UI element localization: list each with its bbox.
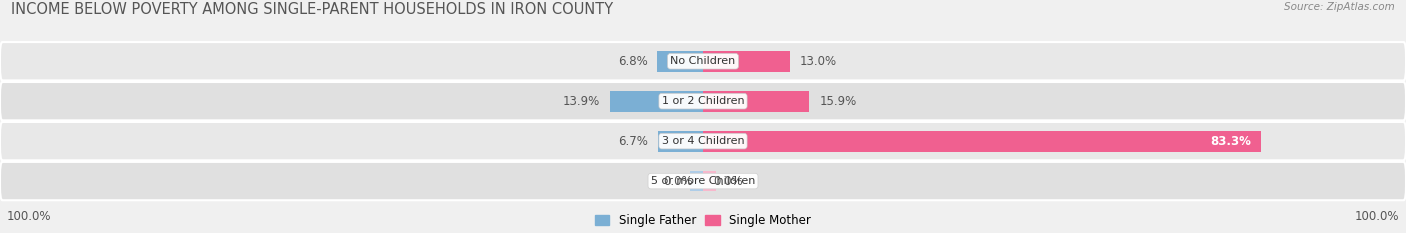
FancyBboxPatch shape <box>0 42 1406 80</box>
Text: 15.9%: 15.9% <box>820 95 856 108</box>
Text: 3 or 4 Children: 3 or 4 Children <box>662 136 744 146</box>
Bar <box>658 51 703 72</box>
Text: 6.8%: 6.8% <box>617 55 647 68</box>
Bar <box>703 131 1261 151</box>
Bar <box>703 51 790 72</box>
Text: No Children: No Children <box>671 56 735 66</box>
Text: 0.0%: 0.0% <box>664 175 693 188</box>
Text: 0.0%: 0.0% <box>713 175 742 188</box>
Bar <box>703 131 1261 151</box>
Bar <box>610 91 703 112</box>
Text: 100.0%: 100.0% <box>1354 210 1399 223</box>
Text: 100.0%: 100.0% <box>7 210 52 223</box>
FancyBboxPatch shape <box>0 82 1406 120</box>
Text: 1 or 2 Children: 1 or 2 Children <box>662 96 744 106</box>
Bar <box>658 131 703 151</box>
Text: 13.0%: 13.0% <box>800 55 837 68</box>
Text: Source: ZipAtlas.com: Source: ZipAtlas.com <box>1284 2 1395 12</box>
Text: 5 or more Children: 5 or more Children <box>651 176 755 186</box>
Text: INCOME BELOW POVERTY AMONG SINGLE-PARENT HOUSEHOLDS IN IRON COUNTY: INCOME BELOW POVERTY AMONG SINGLE-PARENT… <box>11 2 613 17</box>
Legend: Single Father, Single Mother: Single Father, Single Mother <box>595 214 811 227</box>
Bar <box>703 91 810 112</box>
Bar <box>610 91 703 112</box>
Text: 6.7%: 6.7% <box>619 135 648 148</box>
Bar <box>658 51 703 72</box>
Bar <box>703 51 790 72</box>
Bar <box>658 131 703 151</box>
Bar <box>689 171 703 192</box>
Text: 13.9%: 13.9% <box>562 95 600 108</box>
FancyBboxPatch shape <box>0 122 1406 160</box>
Bar <box>703 91 810 112</box>
Bar <box>703 171 717 192</box>
FancyBboxPatch shape <box>0 162 1406 200</box>
Text: 83.3%: 83.3% <box>1209 135 1251 148</box>
